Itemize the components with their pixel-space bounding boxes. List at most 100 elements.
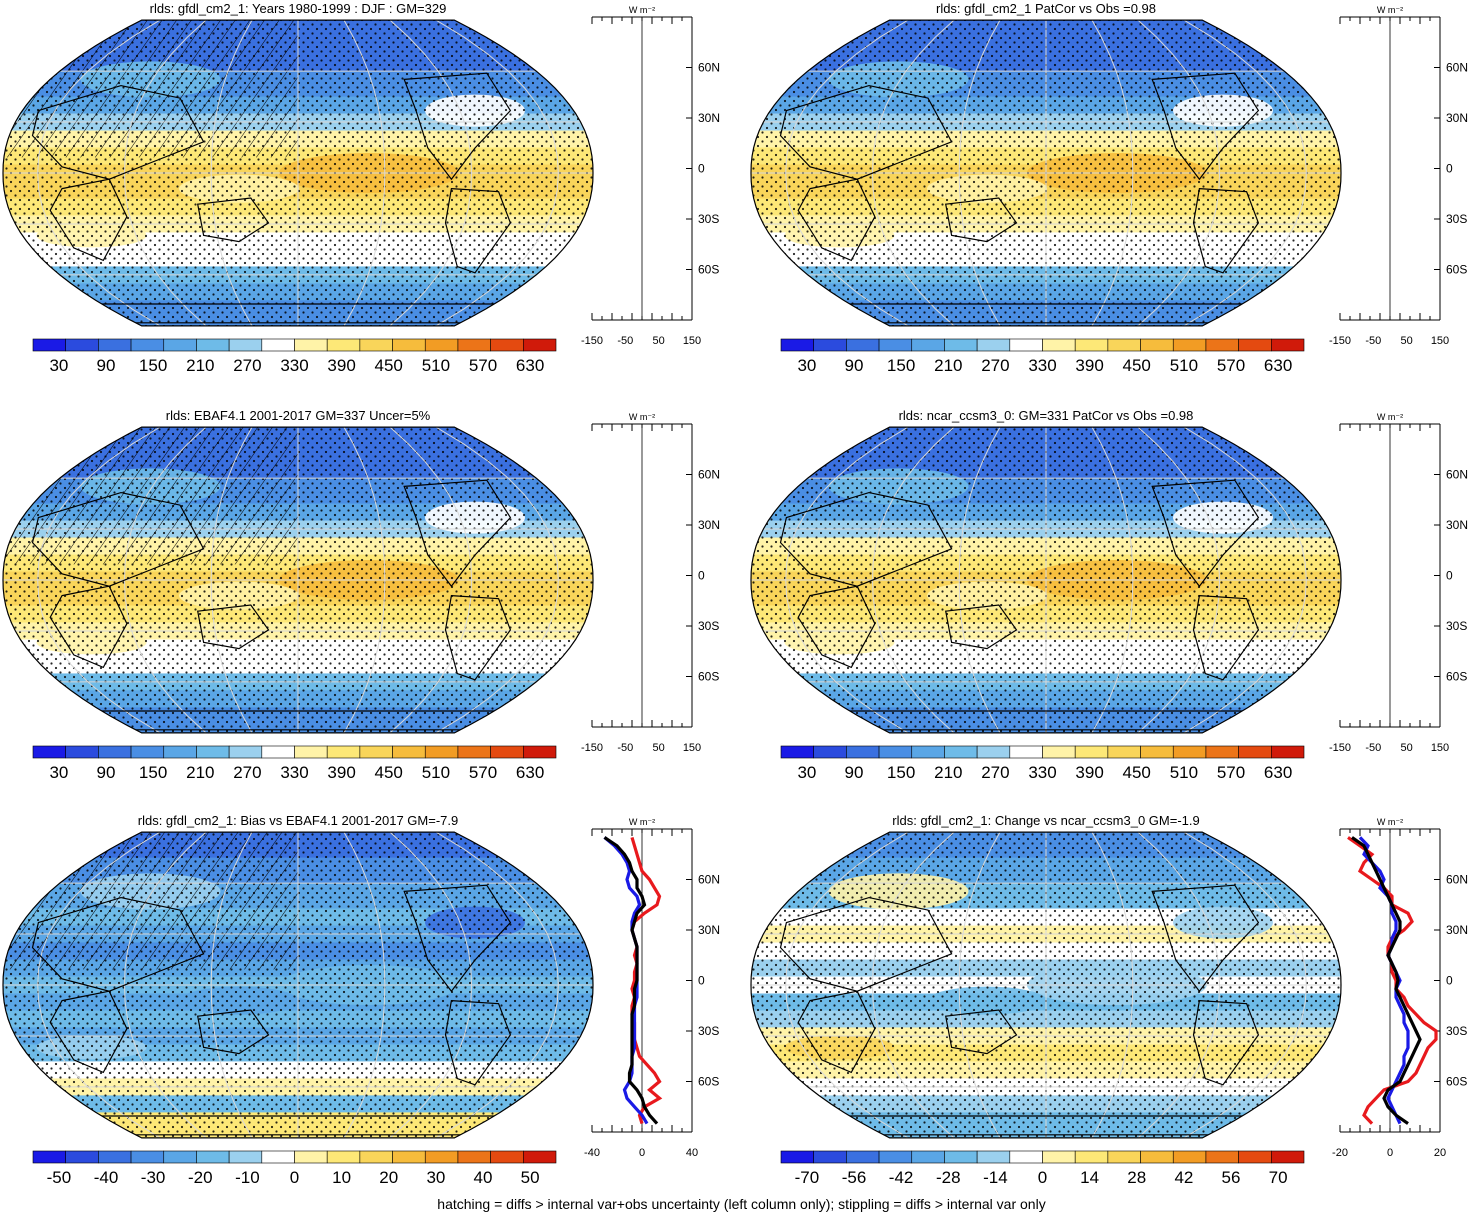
colorbar-label: 510 — [1170, 356, 1198, 375]
graticule-lon — [958, 832, 1001, 1138]
coastline — [196, 1009, 270, 1055]
profile-lat-label: 60N — [1446, 61, 1468, 75]
colorbar-label: 150 — [887, 763, 915, 782]
profile-lat-label: 30N — [1446, 518, 1468, 532]
map-outline — [2, 426, 594, 734]
colorbar-cell — [326, 338, 361, 352]
profile-lat-label: 30S — [1446, 1024, 1467, 1038]
coastline — [31, 84, 205, 180]
map-outline — [2, 19, 594, 327]
colorbar-cell — [359, 745, 393, 759]
profile-x-label: 150 — [683, 742, 701, 754]
colorbar-cell — [1205, 1150, 1239, 1164]
colorbar-cell — [392, 338, 426, 352]
profile-x-label: -50 — [1365, 335, 1381, 347]
colorbar-cell — [32, 1150, 66, 1164]
profile-x-label: 50 — [653, 742, 665, 754]
colorbar-label: 330 — [280, 763, 308, 782]
graticule-lon — [958, 427, 1001, 733]
profile-x-label: -20 — [1332, 1147, 1348, 1159]
profile-lat-label: 60S — [698, 670, 719, 684]
colorbar-cell — [780, 1150, 814, 1164]
colorbar-label: 10 — [332, 1168, 351, 1187]
graticule-lon — [785, 832, 909, 1138]
profile-lat-label: 30N — [698, 111, 720, 125]
coastline — [403, 479, 512, 588]
colorbar-label: 390 — [327, 763, 355, 782]
colorbar-cell — [32, 338, 66, 352]
colorbar-label: -40 — [94, 1168, 119, 1187]
colorbar-cell — [1271, 1150, 1305, 1164]
colorbar-label: 90 — [97, 356, 116, 375]
profile-x-label: 150 — [683, 335, 701, 347]
coastline — [444, 187, 512, 274]
colorbar-cell — [911, 1150, 945, 1164]
colorbar-cell — [1009, 745, 1043, 759]
profile-lat-label: 0 — [1446, 974, 1453, 988]
profile-x-label: -50 — [1365, 742, 1381, 754]
map-field — [751, 832, 1341, 1138]
colorbar-label: 570 — [1217, 356, 1245, 375]
colorbar-label: -28 — [936, 1168, 961, 1187]
colorbar-cell — [878, 338, 913, 352]
coastline — [49, 178, 128, 262]
colorbar-label: -10 — [235, 1168, 260, 1187]
colorbar-label: 70 — [1269, 1168, 1288, 1187]
profile-line — [630, 836, 663, 1125]
colorbar-cell — [780, 338, 814, 352]
panel-title: rlds: gfdl_cm2_1: Years 1980-1999 : DJF … — [150, 1, 447, 16]
footnote: hatching = diffs > internal var+obs unce… — [437, 1196, 1046, 1212]
colorbar-cell — [457, 338, 491, 352]
colorbar-cell — [813, 338, 847, 352]
profile-lat-label: 30N — [698, 923, 720, 937]
colorbar-cell — [32, 745, 66, 759]
graticule-lon — [435, 20, 559, 326]
colorbar-cell — [1271, 338, 1305, 352]
colorbar-cell — [392, 1150, 426, 1164]
coastline — [31, 491, 205, 587]
hatching — [3, 832, 298, 970]
profile-lat-label: 60S — [698, 263, 719, 277]
profile-line — [1351, 836, 1422, 1125]
graticule-lon — [1091, 427, 1134, 733]
coastline — [49, 585, 128, 669]
colorbar-label: 30 — [49, 356, 68, 375]
colorbar-label: 150 — [887, 356, 915, 375]
colorbar-cell — [846, 1150, 880, 1164]
colorbar-label: 270 — [981, 763, 1009, 782]
map-outline — [750, 831, 1342, 1139]
colorbar-cell — [1140, 1150, 1174, 1164]
colorbar-cell — [813, 1150, 847, 1164]
colorbar-cell — [163, 1150, 197, 1164]
colorbar-label: 330 — [1028, 356, 1056, 375]
colorbar-cell — [911, 745, 945, 759]
colorbar-label: 150 — [139, 763, 167, 782]
profile-unit: W m⁻² — [1377, 412, 1403, 422]
colorbar-cell — [846, 745, 880, 759]
colorbar-label: 630 — [1264, 356, 1292, 375]
coastline — [1151, 72, 1260, 181]
colorbar-cell — [911, 338, 945, 352]
colorbar-cell — [196, 338, 230, 352]
colorbar-cell — [976, 1150, 1011, 1164]
profile-lat-label: 30N — [1446, 111, 1468, 125]
coastline — [944, 1009, 1018, 1055]
colorbar-cell — [98, 1150, 132, 1164]
colorbar-cell — [294, 1150, 328, 1164]
colorbar-cell — [976, 745, 1011, 759]
zonal-profile: W m⁻² 60N 30N 0 30S 60S -150 -50 50 150 — [581, 412, 720, 754]
colorbar-label: 450 — [375, 356, 403, 375]
graticule-lon — [1091, 20, 1134, 326]
colorbar-cell — [130, 338, 165, 352]
colorbar-label: 570 — [469, 356, 497, 375]
profile-lat-label: 60S — [1446, 670, 1467, 684]
coastline — [403, 884, 512, 993]
profile-lat-label: 60N — [698, 873, 720, 887]
profile-line — [603, 836, 659, 1125]
profile-lat-label: 60N — [698, 468, 720, 482]
colorbar-cell — [326, 1150, 361, 1164]
profile-x-label: -50 — [617, 335, 633, 347]
profile-lat-label: 30N — [698, 518, 720, 532]
colorbar-cell — [1074, 338, 1109, 352]
graticule-lon — [389, 427, 473, 733]
